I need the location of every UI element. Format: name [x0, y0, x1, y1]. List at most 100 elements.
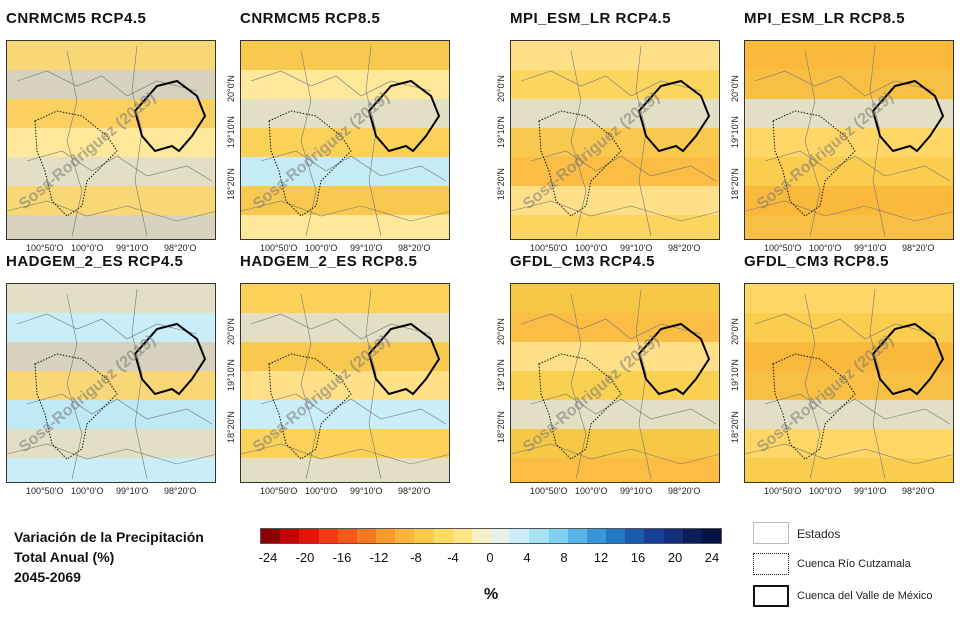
colorbar-swatch	[356, 529, 377, 543]
colorbar	[260, 528, 722, 544]
grid-cell	[745, 186, 775, 215]
cutzamala-basin	[34, 353, 118, 460]
cutzamala-basin	[772, 110, 856, 217]
y-tick-label: 19°10'N	[730, 359, 740, 391]
valle-mexico-basin	[133, 79, 207, 153]
colorbar-swatch	[337, 529, 357, 543]
grid-cell	[187, 128, 215, 157]
colorbar-tick-label: -12	[369, 550, 389, 565]
grid-cell	[691, 157, 719, 186]
grid-cell	[865, 313, 895, 342]
state-boundary	[66, 50, 83, 237]
grid-cell	[925, 429, 953, 458]
valle-mexico-basin	[871, 79, 945, 153]
grid-cell	[601, 70, 631, 99]
y-tick-label: 19°10'N	[226, 359, 236, 391]
grid-cell	[97, 70, 127, 99]
map-grid	[745, 284, 953, 482]
x-tick-label: 100°0'O	[71, 486, 104, 496]
grid-cell	[331, 284, 361, 313]
grid-cell	[241, 342, 271, 371]
colorbar-swatch	[299, 529, 319, 543]
grid-cell	[661, 371, 691, 400]
colorbar-swatch	[318, 529, 338, 543]
state-boundary	[570, 293, 587, 480]
y-tick-label: 19°10'N	[730, 116, 740, 148]
grid-cell	[775, 458, 805, 482]
state-boundary	[131, 288, 148, 480]
grid-cell	[805, 458, 835, 482]
x-tick-label: 100°0'O	[809, 486, 842, 496]
x-tick-label: 100°50'O	[26, 243, 64, 253]
grid-cell	[391, 371, 421, 400]
grid-cell	[241, 284, 271, 313]
grid-cell	[895, 429, 925, 458]
grid-cell	[601, 41, 631, 70]
cutzamala-basin	[268, 353, 352, 460]
grid-cell	[241, 157, 271, 186]
grid-cell	[925, 186, 953, 215]
grid-cell	[331, 458, 361, 482]
state-boundary	[754, 313, 936, 340]
grid-cell	[925, 458, 953, 482]
grid-cell	[925, 284, 953, 313]
grid-cell	[571, 371, 601, 400]
x-tick-label: 99°10'O	[854, 243, 887, 253]
grid-cell	[361, 313, 391, 342]
grid-cell	[271, 70, 301, 99]
grid-cell	[745, 342, 775, 371]
grid-cell	[331, 128, 361, 157]
state-boundary	[300, 50, 317, 237]
grid-cell	[331, 400, 361, 429]
grid-cell	[421, 157, 449, 186]
state-boundary	[520, 313, 702, 340]
grid-cell	[241, 70, 271, 99]
grid-cell	[37, 313, 67, 342]
grid-cell	[775, 128, 805, 157]
state-boundary	[745, 200, 953, 222]
grid-cell	[745, 99, 775, 128]
grid-cell	[301, 284, 331, 313]
grid-cell	[37, 41, 67, 70]
grid-cell	[805, 128, 835, 157]
grid-cell	[7, 99, 37, 128]
cutzamala-basin	[538, 353, 622, 460]
grid-cell	[661, 186, 691, 215]
y-tick-label: 18°20'N	[0, 411, 2, 443]
grid-cell	[511, 157, 541, 186]
map-frame	[240, 283, 450, 483]
x-tick-label: 99°10'O	[116, 243, 149, 253]
grid-cell	[97, 284, 127, 313]
state-boundary	[26, 393, 213, 425]
grid-cell	[331, 41, 361, 70]
grid-cell	[37, 128, 67, 157]
grid-cell	[7, 186, 37, 215]
grid-cell	[361, 429, 391, 458]
grid-cell	[511, 342, 541, 371]
grid-cell	[865, 186, 895, 215]
grid-cell	[925, 215, 953, 239]
colorbar-swatch	[261, 529, 281, 543]
grid-cell	[127, 429, 157, 458]
grid-cell	[511, 284, 541, 313]
grid-cell	[7, 284, 37, 313]
panel-title: MPI_ESM_LR RCP8.5	[744, 10, 906, 27]
colorbar-tick-label: 4	[523, 550, 531, 565]
grid-cell	[745, 458, 775, 482]
colorbar-swatch	[376, 529, 396, 543]
x-tick-label: 100°0'O	[575, 243, 608, 253]
grid-cell	[97, 157, 127, 186]
x-tick-label: 100°50'O	[260, 486, 298, 496]
grid-cell	[775, 70, 805, 99]
grid-cell	[511, 128, 541, 157]
grid-cell	[7, 128, 37, 157]
legend-key-valle-label: Cuenca del Valle de México	[797, 590, 933, 602]
y-tick-label: 20°0'N	[496, 75, 506, 102]
grid-cell	[511, 99, 541, 128]
grid-cell	[7, 342, 37, 371]
grid-cell	[895, 284, 925, 313]
grid-cell	[661, 99, 691, 128]
grid-cell	[97, 128, 127, 157]
y-tick-label: 19°10'N	[496, 359, 506, 391]
grid-cell	[661, 342, 691, 371]
